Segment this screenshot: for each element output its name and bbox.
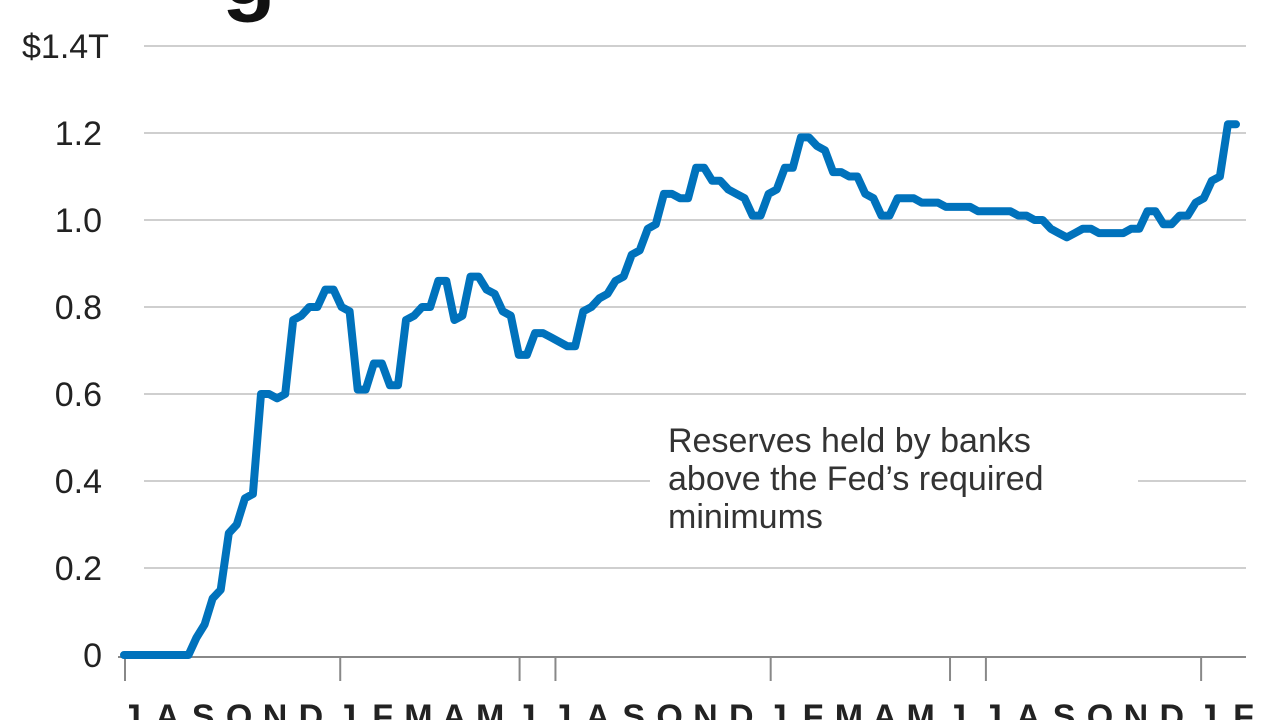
x-tick-label: N: [263, 698, 289, 720]
series-line: [120, 120, 1240, 659]
gridlines: [144, 45, 1246, 569]
annotation: Reserves held by banks above the Fed’s r…: [650, 418, 1138, 548]
x-tick-label: D: [299, 698, 325, 720]
x-tick-label: J: [552, 698, 572, 720]
x-tick-label: A: [1016, 698, 1042, 720]
x-tick-label: F: [1233, 698, 1255, 720]
x-tick-label: A: [586, 698, 612, 720]
x-tick-label: J: [983, 698, 1003, 720]
x-tick-label: M: [906, 698, 935, 720]
y-tick-label: 0.6: [55, 376, 102, 414]
y-axis-tick-labels: 0 0.2 0.4 0.6 0.8 1.0 1.2 $1.4T: [22, 28, 109, 675]
chart-title-fragment: g: [222, 0, 276, 23]
x-tick-label: O: [656, 698, 683, 720]
x-tick-label: F: [803, 698, 825, 720]
y-tick-label: 0.2: [55, 550, 102, 588]
y-tick-label: 1.2: [55, 115, 102, 153]
x-tick-label: S: [1053, 698, 1077, 720]
x-tick-label: J: [517, 698, 537, 720]
x-tick-label: A: [873, 698, 899, 720]
x-tick-label: F: [372, 698, 394, 720]
y-tick-label: 1.0: [55, 202, 102, 240]
series-line-layer: [120, 120, 1240, 659]
x-tick-label: J: [122, 698, 142, 720]
x-tick-label: A: [442, 698, 468, 720]
x-tick-label: M: [404, 698, 433, 720]
x-tick-label: M: [476, 698, 505, 720]
x-tick-label: N: [693, 698, 719, 720]
x-tick-label: J: [337, 698, 357, 720]
x-tick-label: S: [192, 698, 216, 720]
y-tick-label: 0.8: [55, 289, 102, 327]
x-tick-label: N: [1124, 698, 1150, 720]
x-tick-label: A: [155, 698, 181, 720]
y-tick-label: $1.4T: [22, 28, 109, 66]
x-tick-label: D: [1159, 698, 1185, 720]
annotation-line-2: above the Fed’s required: [668, 460, 1044, 498]
x-tick-label: M: [835, 698, 864, 720]
y-tick-label: 0: [83, 637, 102, 675]
annotation-background: [650, 418, 1138, 548]
annotation-line-1: Reserves held by banks: [668, 422, 1031, 460]
y-tick-label: 0.4: [55, 463, 102, 501]
x-tick-label: J: [947, 698, 967, 720]
annotation-line-3: minimums: [668, 498, 823, 536]
x-tick-label: S: [622, 698, 646, 720]
x-tick-label: J: [768, 698, 788, 720]
x-tick-label: D: [729, 698, 755, 720]
x-tick-label: J: [1198, 698, 1218, 720]
x-tick-label: O: [1087, 698, 1114, 720]
x-tick-label: O: [226, 698, 253, 720]
